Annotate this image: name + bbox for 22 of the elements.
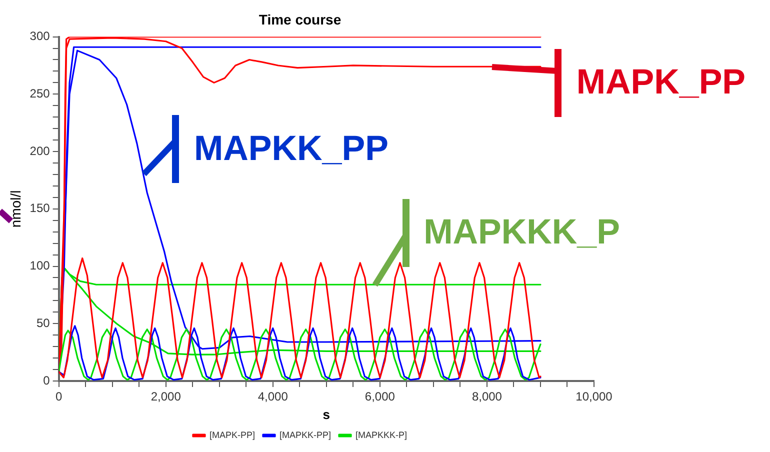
y-tick-label: 0 (43, 373, 50, 388)
y-tick-label: 150 (30, 201, 50, 216)
legend-label: [MAPK-PP] (209, 430, 255, 440)
x-tick-label: 0 (55, 390, 62, 404)
y-tick-label: 50 (36, 316, 50, 330)
y-tick-label: 100 (30, 258, 50, 273)
y-axis-title: nmol/l (7, 190, 24, 228)
x-tick-label: 4,000 (258, 390, 288, 404)
x-tick-label: 8,000 (472, 390, 502, 404)
x-axis-title: s (322, 406, 330, 422)
y-tick-label: 200 (30, 144, 50, 158)
legend-label: [MAPKKK-P] (356, 430, 408, 440)
x-tick-label: 10,000 (576, 390, 613, 404)
x-tick-label: 6,000 (364, 390, 396, 404)
annotation: MAPKKK_P (424, 212, 620, 252)
chart-title: Time course (258, 11, 342, 28)
y-tick-label: 300 (30, 29, 50, 44)
annotation: MAPK_PP (576, 62, 746, 102)
annotation: MAPKK_PP (194, 129, 388, 168)
x-tick-label: 2,000 (150, 390, 182, 404)
legend-label: [MAPKK-PP] (279, 430, 332, 440)
y-tick-label: 250 (30, 86, 50, 100)
